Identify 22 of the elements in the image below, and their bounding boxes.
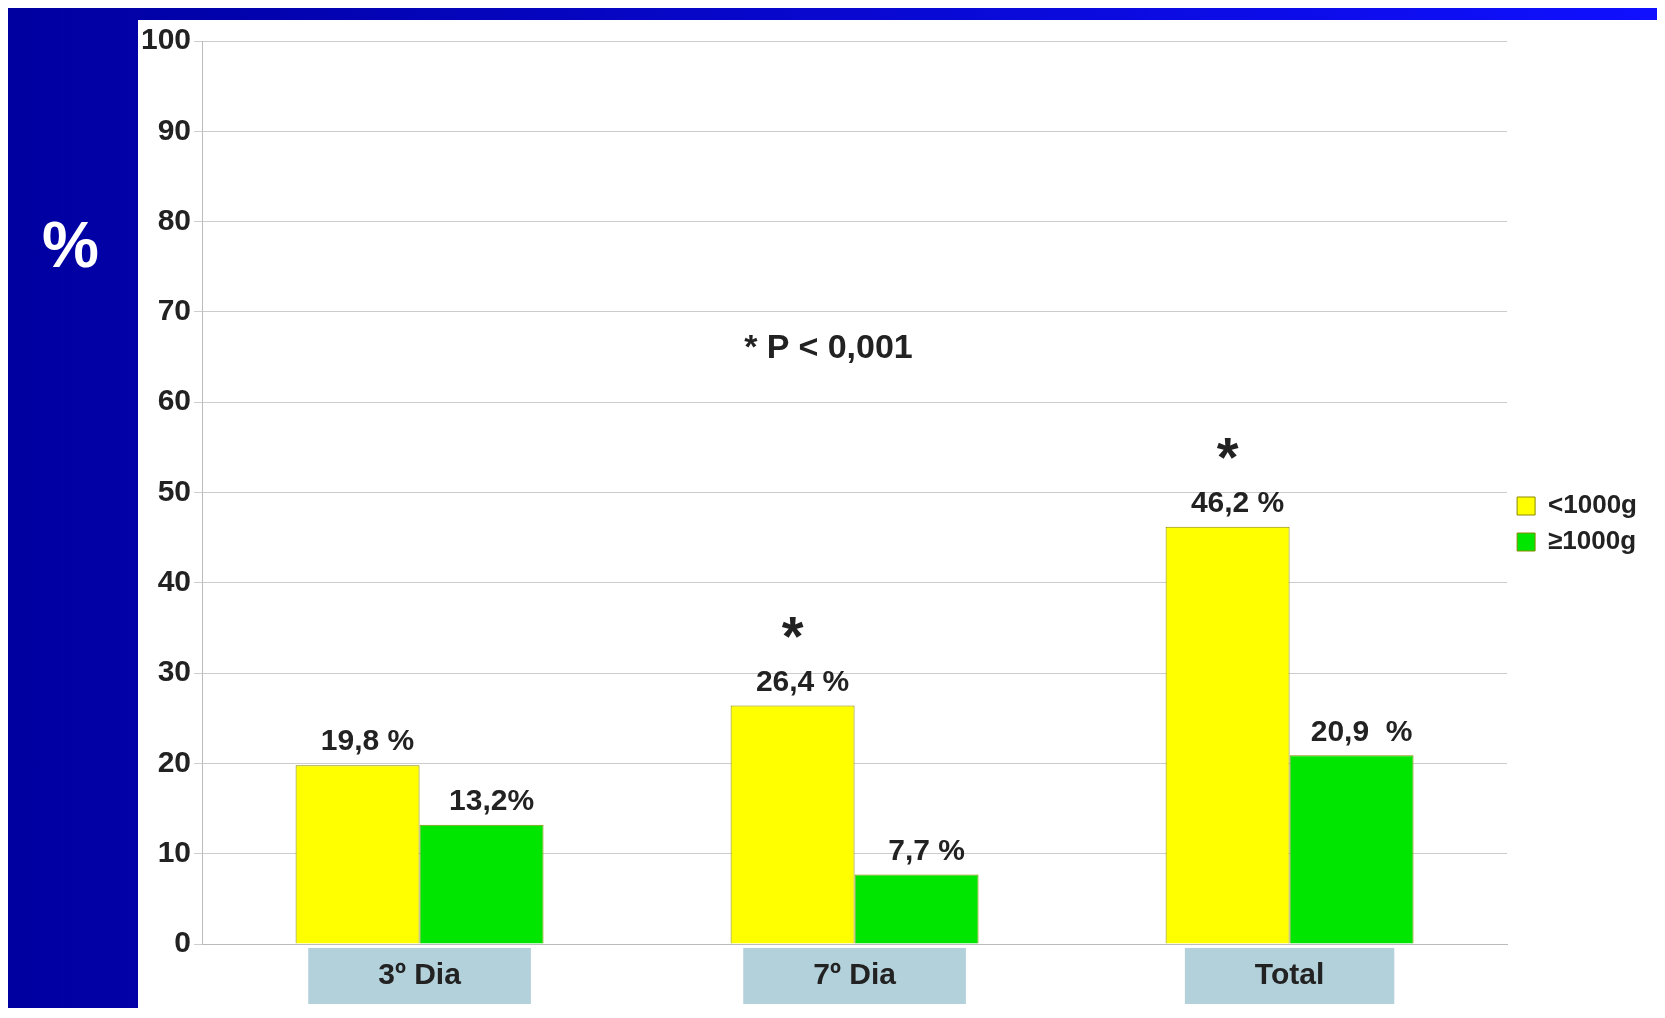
data-label: 19,8 %: [320, 723, 415, 757]
annotation: * P < 0,001: [744, 327, 913, 366]
y-tick-label: 70: [157, 293, 192, 327]
y-tick-label: 80: [157, 202, 192, 236]
x-tick-label: 7º Dia: [813, 957, 897, 991]
legend-label: ≥1000g: [1548, 525, 1637, 556]
y-axis-title: %: [41, 208, 100, 282]
y-tick-label: 20: [157, 744, 192, 778]
y-tick-label: 100: [140, 22, 192, 56]
data-label: 13,2%: [449, 783, 535, 817]
y-tick-label: 0: [174, 925, 192, 959]
x-tick-label: 3º Dia: [378, 957, 462, 991]
data-label: 20,9 %: [1310, 713, 1413, 747]
data-label: 7,7 %: [888, 832, 965, 866]
y-tick-label: 50: [157, 473, 192, 507]
y-tick-label: 60: [157, 383, 192, 417]
x-tick-label: Total: [1254, 957, 1325, 991]
y-tick-label: 40: [157, 564, 192, 598]
y-tick-label: 10: [157, 834, 192, 868]
y-tick-label: 30: [157, 654, 192, 688]
legend-label: <1000g: [1548, 489, 1637, 520]
y-tick-label: 90: [157, 112, 192, 146]
